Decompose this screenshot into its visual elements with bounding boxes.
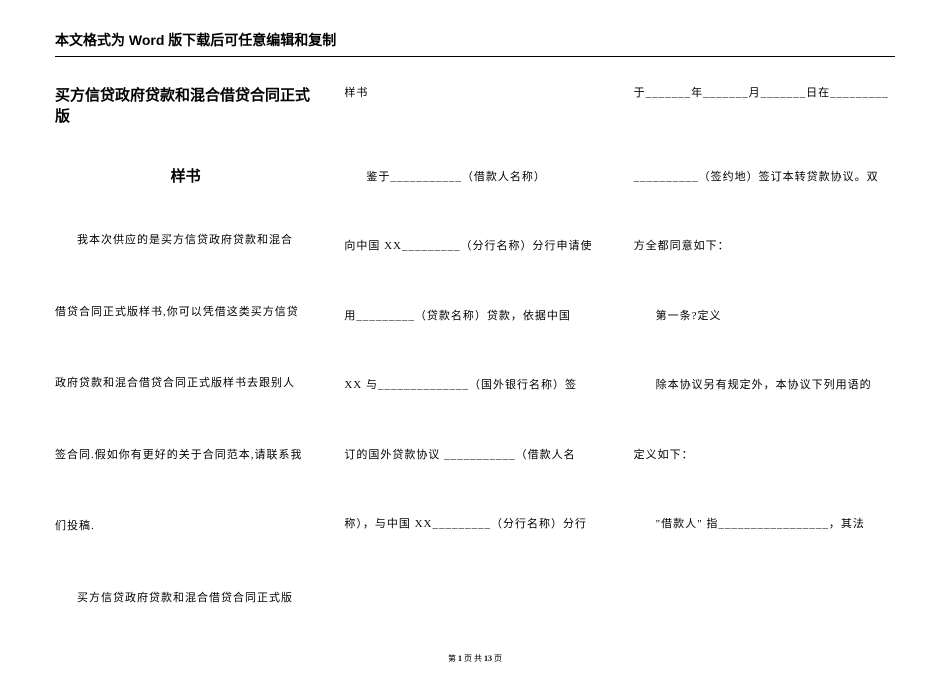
- paragraph: 于_______年_______月_______日在_________: [634, 85, 895, 102]
- document-subtitle: 样书: [55, 165, 316, 186]
- footer-mid: 页 共: [462, 654, 484, 663]
- paragraph: 用_________（贷款名称）贷款，依据中国: [344, 308, 605, 325]
- paragraph: 鉴于___________（借款人名称）: [344, 169, 605, 186]
- column-3: 于_______年_______月_______日在_________ ____…: [634, 85, 895, 661]
- paragraph: 定义如下：: [634, 447, 895, 464]
- page-total: 13: [484, 654, 492, 663]
- paragraph: XX 与______________（国外银行名称）签: [344, 377, 605, 394]
- paragraph: __________（签约地）签订本转贷款协议。双: [634, 169, 895, 186]
- paragraph: 们投稿.: [55, 518, 316, 535]
- paragraph: 政府贷款和混合借贷合同正式版样书去跟别人: [55, 375, 316, 392]
- paragraph: 第一条?定义: [634, 308, 895, 325]
- paragraph: 借贷合同正式版样书,你可以凭借这类买方信贷: [55, 304, 316, 321]
- paragraph: 向中国 XX_________（分行名称）分行申请使: [344, 238, 605, 255]
- document-page: 本文格式为 Word 版下载后可任意编辑和复制 买方信贷政府贷款和混合借贷合同正…: [0, 0, 950, 681]
- paragraph: 买方信贷政府贷款和混合借贷合同正式版: [55, 590, 316, 607]
- paragraph: "借款人" 指_________________，其法: [634, 516, 895, 533]
- paragraph: 样书: [344, 85, 605, 102]
- content-columns: 买方信贷政府贷款和混合借贷合同正式版 样书 我本次供应的是买方信贷政府贷款和混合…: [55, 85, 895, 661]
- paragraph: 方全都同意如下：: [634, 238, 895, 255]
- paragraph: 除本协议另有规定外，本协议下列用语的: [634, 377, 895, 394]
- document-title: 买方信贷政府贷款和混合借贷合同正式版: [55, 85, 316, 127]
- paragraph: 签合同.假如你有更好的关于合同范本,请联系我: [55, 447, 316, 464]
- header-notice: 本文格式为 Word 版下载后可任意编辑和复制: [55, 30, 895, 57]
- footer-prefix: 第: [448, 654, 458, 663]
- column-2: 样书 鉴于___________（借款人名称） 向中国 XX_________（…: [344, 85, 605, 661]
- paragraph: 我本次供应的是买方信贷政府贷款和混合: [55, 232, 316, 249]
- column-1: 买方信贷政府贷款和混合借贷合同正式版 样书 我本次供应的是买方信贷政府贷款和混合…: [55, 85, 316, 661]
- paragraph: 称），与中国 XX_________（分行名称）分行: [344, 516, 605, 533]
- page-footer: 第 1 页 共 13 页: [0, 653, 950, 664]
- paragraph: 订的国外贷款协议 ___________（借款人名: [344, 447, 605, 464]
- footer-suffix: 页: [492, 654, 502, 663]
